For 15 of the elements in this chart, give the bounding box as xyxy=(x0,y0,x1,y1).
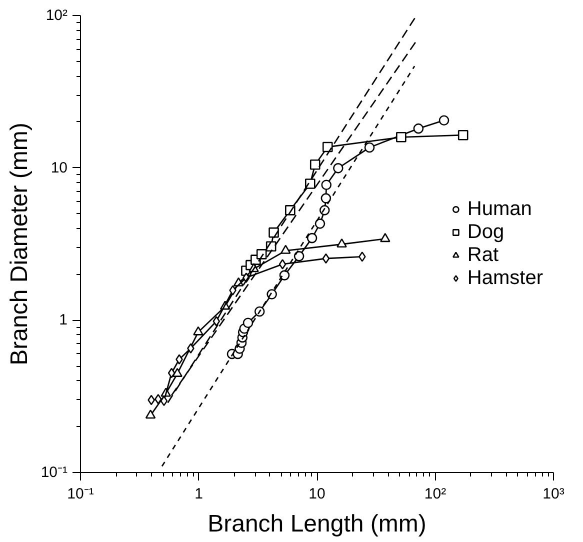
legend-label: Rat xyxy=(467,244,499,266)
y-tick-label: 1 xyxy=(59,312,68,329)
x-tick-label: 10³ xyxy=(542,486,564,502)
x-axis-title: Branch Length (mm) xyxy=(208,510,426,538)
y-axis-title: Branch Diameter (mm) xyxy=(6,122,33,366)
legend-label: Dog xyxy=(467,220,504,244)
x-tick-label: 10⁻¹ xyxy=(67,486,94,502)
x-tick-label: 10 xyxy=(308,486,326,502)
y-tick-label: 10⁻¹ xyxy=(40,464,68,481)
y-tick-label: 10² xyxy=(46,7,68,24)
legend-label: Human xyxy=(467,198,532,220)
y-tick-label: 10 xyxy=(50,159,68,176)
x-tick-label: 10² xyxy=(424,486,446,502)
legend-label: Hamster xyxy=(467,266,543,290)
x-tick-label: 1 xyxy=(194,486,203,502)
